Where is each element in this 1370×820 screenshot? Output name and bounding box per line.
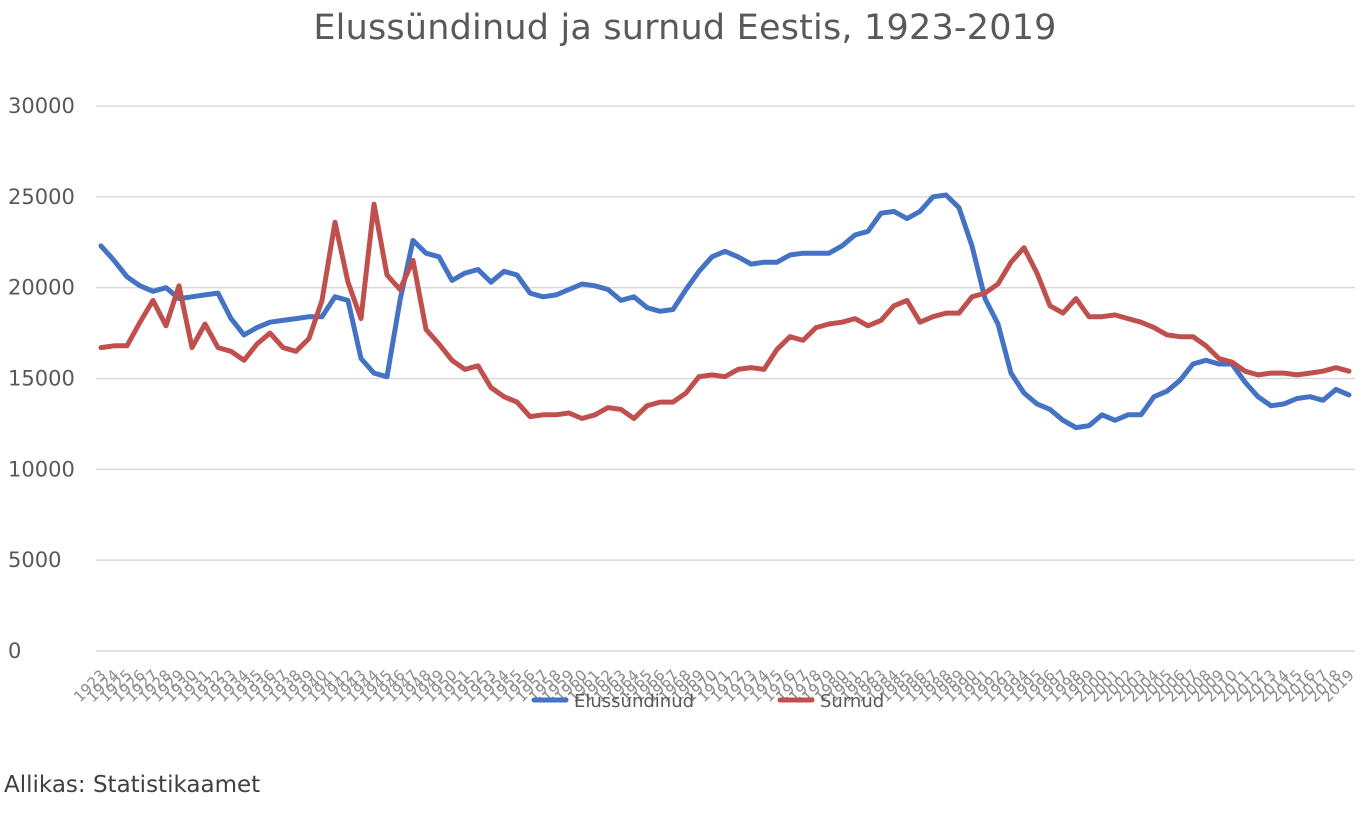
gridlines	[96, 105, 1355, 652]
legend: Elussündinud Surnud	[531, 691, 884, 712]
series-line-births	[98, 192, 1352, 431]
series-line-deaths	[98, 201, 1352, 421]
series-lines	[98, 192, 1352, 431]
y-tick-label: 30000	[8, 94, 75, 118]
x-axis-tick-labels: 1923192419251926192719281929193019311932…	[70, 666, 1358, 706]
y-tick-label: 20000	[8, 276, 75, 300]
y-tick-label: 10000	[8, 457, 75, 481]
chart-title: Elussündinud ja surnud Eestis, 1923-2019	[313, 8, 1057, 48]
legend-label: Elussündinud	[574, 691, 694, 712]
legend-label: Surnud	[820, 691, 884, 712]
y-axis-tick-labels: 0 5000 10000 15000 20000 25000 30000	[8, 94, 75, 663]
y-tick-label: 15000	[8, 367, 75, 391]
source-note: Allikas: Statistikaamet	[4, 772, 261, 798]
y-tick-label: 25000	[8, 185, 75, 209]
y-tick-label: 5000	[8, 548, 61, 572]
y-tick-label: 0	[8, 639, 21, 663]
